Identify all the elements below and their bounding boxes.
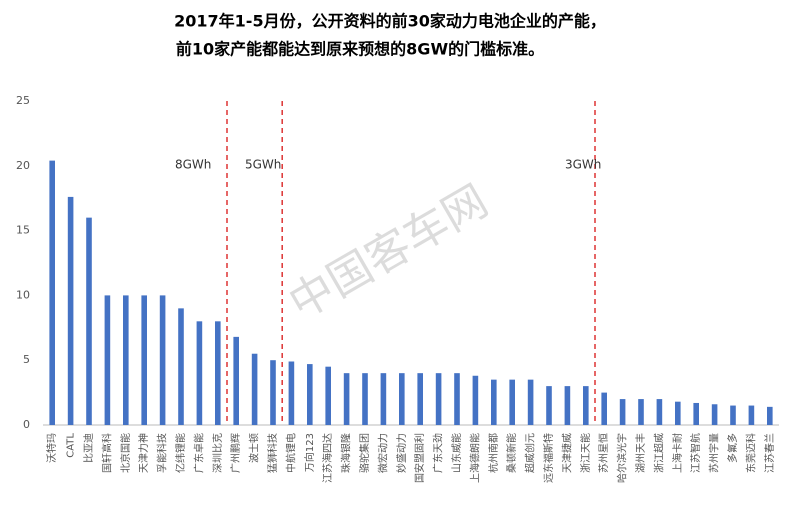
x-tick-label: 国安盟固利: [413, 433, 426, 483]
bar: [583, 386, 589, 425]
bar: [767, 406, 773, 425]
bar: [196, 321, 203, 425]
y-tick-label: 15: [16, 224, 30, 237]
bar: [601, 392, 607, 425]
x-tick-label: 微宏动力: [376, 433, 389, 473]
bar: [675, 401, 681, 425]
x-tick-label: 哈尔滨光宇: [616, 433, 629, 483]
x-tick-label: 远东福斯特: [542, 433, 555, 483]
x-tick-label: 浙江天能: [579, 433, 592, 473]
bar: [509, 379, 515, 425]
x-tick-label: 山东威能: [450, 433, 463, 473]
x-tick-label: 妙盛动力: [395, 433, 408, 473]
bar: [67, 196, 74, 425]
x-tick-label: 苏州宇量: [708, 433, 721, 473]
x-tick-label: 孚能科技: [156, 433, 169, 473]
x-tick-label: 江苏春兰: [763, 433, 776, 473]
bar: [178, 308, 184, 425]
x-tick-label: 广州鹏辉: [229, 433, 242, 473]
bar: [417, 373, 423, 425]
x-tick-label: 杭州南都: [487, 433, 500, 473]
bar: [656, 399, 663, 425]
watermark: 中国客车网: [280, 175, 496, 329]
x-tick-label: 中航锂电: [284, 433, 297, 473]
x-tick-label: CATL: [66, 433, 77, 458]
x-tick-label: 超威创元: [524, 433, 537, 473]
bar: [435, 373, 442, 425]
x-tick-label: 比亚迪: [83, 433, 95, 463]
x-tick-label: 天津力神: [137, 433, 150, 473]
bar: [343, 373, 350, 425]
chart-title: 前10家产能都能达到原来预想的8GW的门槛标准。: [176, 40, 544, 59]
bar: [49, 160, 55, 425]
bar: [215, 321, 221, 425]
x-tick-label: 江苏海四达: [321, 433, 334, 483]
x-tick-label: 珠海银隆: [340, 433, 353, 473]
bar: [564, 386, 571, 425]
bar: [325, 366, 331, 425]
chart-title: 2017年1-5月份，公开资料的前30家动力电池企业的产能，: [174, 12, 606, 31]
bar: [730, 405, 736, 425]
y-tick-label: 5: [23, 353, 30, 366]
bar: [693, 402, 699, 425]
bar: [454, 373, 460, 425]
x-tick-label: 骆驼集团: [358, 433, 371, 473]
bar: [123, 295, 129, 425]
bar: [251, 353, 258, 425]
x-tick-label: 广东天劲: [432, 433, 445, 473]
bar: [362, 373, 368, 425]
threshold-label: 3GWh: [565, 158, 601, 172]
x-tick-label: 浙江超威: [652, 433, 665, 473]
x-tick-label: 上海德朗能: [468, 433, 481, 483]
x-tick-label: 上海卡耐: [671, 433, 684, 473]
bar: [270, 360, 276, 425]
x-tick-label: 沃特玛: [46, 433, 58, 463]
bar: [104, 295, 111, 425]
bar: [399, 373, 405, 425]
x-tick-label: 广东卓能: [192, 433, 205, 473]
x-tick-label: 国轩高科: [100, 433, 113, 473]
x-tick-label: 东莞迈科: [744, 433, 757, 473]
x-tick-label: 北京国能: [119, 433, 132, 473]
x-tick-label: 深圳比克: [212, 433, 224, 473]
x-tick-label: 波士顿: [248, 433, 261, 463]
bar: [638, 399, 644, 425]
bar: [711, 404, 718, 425]
x-tick-label: 苏州星恒: [597, 433, 610, 473]
x-tick-label: 猛狮科技: [266, 433, 279, 473]
bar: [491, 379, 497, 425]
x-tick-label: 江苏智航: [689, 433, 702, 473]
y-tick-label: 20: [16, 159, 30, 172]
bar: [288, 361, 295, 425]
y-tick-label: 25: [16, 94, 30, 107]
bar: [546, 386, 552, 425]
bar: [380, 373, 387, 425]
bar: [527, 379, 534, 425]
bar: [307, 364, 313, 425]
threshold-label: 5GWh: [245, 158, 281, 172]
bar: [141, 295, 147, 425]
bar: [472, 375, 479, 425]
x-tick-label: 天津捷威: [560, 433, 573, 473]
bar: [748, 405, 755, 425]
bar: [619, 399, 626, 425]
y-tick-label: 0: [23, 418, 30, 431]
x-tick-label: 湖州天丰: [634, 433, 647, 473]
y-tick-label: 10: [16, 288, 30, 301]
x-tick-label: 万向123: [303, 433, 316, 472]
bar: [233, 336, 239, 425]
x-tick-label: 桑顿新能: [505, 433, 518, 473]
threshold-label: 8GWh: [175, 158, 211, 172]
x-tick-label: 多氟多: [726, 433, 739, 463]
bar: [159, 295, 166, 425]
x-tick-label: 亿纬锂能: [174, 433, 187, 473]
bar: [86, 217, 92, 425]
